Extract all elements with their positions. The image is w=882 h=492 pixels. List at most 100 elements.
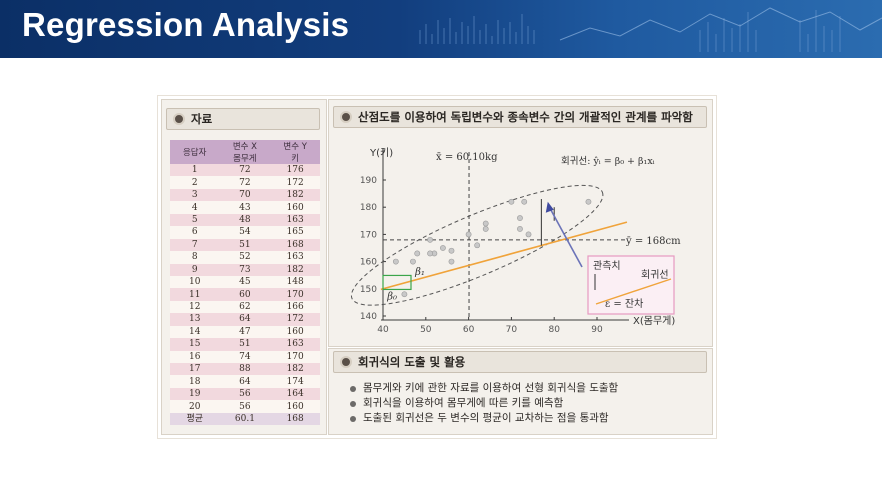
x-tick-label: 90 [591, 325, 603, 335]
respondent-cell: 13 [170, 313, 220, 326]
data-point [448, 247, 455, 254]
y-cell: 182 [270, 363, 320, 376]
data-point [517, 215, 523, 221]
legend-box [587, 255, 675, 315]
beta1-label: β₁ [414, 267, 425, 278]
y-cell: 166 [270, 300, 320, 314]
regression-equation-label: 회귀선: ŷᵢ = β₀ + β₁xᵢ [561, 156, 655, 167]
legend-observed: 관측치 [593, 260, 621, 272]
table-row: 18 64 174 [170, 375, 320, 388]
usage-bullet: 몸무게와 키에 관한 자료를 이용하여 선형 회귀식을 도출함 [350, 381, 618, 396]
average-y-cell: 168 [270, 412, 320, 426]
table-row: 12 62 166 [170, 300, 320, 314]
x-cell: 54 [219, 226, 271, 239]
x-cell: 64 [219, 313, 271, 326]
usage-bullet: 도출된 회귀선은 두 변수의 평균이 교차하는 점을 통과함 [350, 411, 618, 426]
respondent-cell: 16 [170, 350, 220, 363]
x-cell: 56 [219, 400, 271, 413]
y-cell: 170 [270, 350, 320, 363]
respondent-cell: 14 [170, 325, 220, 339]
bullet-dot-icon [350, 400, 356, 407]
y-tick-label: 160 [360, 258, 377, 268]
respondent-cell: 20 [170, 400, 220, 413]
regression-figure: 자료 응답자 변수 X 변수 Y 몸무게 키 1 72 176 2 72 172 3 70 18… [157, 95, 717, 439]
y-cell: 172 [270, 313, 320, 326]
x-cell: 56 [219, 387, 271, 401]
respondent-cell: 7 [170, 238, 220, 252]
page-title: Regression Analysis [22, 6, 350, 43]
x-cell: 73 [219, 263, 271, 276]
y-tick-label: 170 [360, 230, 377, 240]
x-cell: 72 [219, 164, 271, 177]
data-point [465, 231, 472, 238]
table-row: 10 45 148 [170, 275, 320, 289]
y-axis-label: Y(키) [369, 147, 393, 159]
heading-bullet-icon [340, 356, 352, 368]
y-cell: 163 [270, 213, 320, 227]
data-point [427, 236, 433, 243]
x-cell: 88 [219, 363, 271, 376]
table-row: 7 51 168 [170, 238, 320, 252]
respondent-cell: 10 [170, 275, 220, 289]
y-cell: 163 [270, 338, 320, 351]
usage-panel-header: 회귀식의 도출 및 활용 [333, 351, 707, 373]
data-panel-header: 자료 [166, 108, 320, 130]
arrow-head-icon [545, 201, 554, 213]
data-point [585, 198, 592, 205]
respondent-cell: 9 [170, 263, 220, 276]
scatter-panel-title: 산점도를 이용하여 독립변수와 종속변수 간의 개괄적인 관계를 파악함 [358, 110, 693, 124]
data-panel-title: 자료 [191, 112, 213, 126]
heading-bullet-icon [340, 111, 352, 123]
x-cell: 48 [219, 213, 271, 227]
data-panel: 자료 응답자 변수 X 변수 Y 몸무게 키 1 72 176 2 72 172 3 70 18… [161, 99, 327, 435]
residual-arrow [550, 209, 583, 268]
y-cell: 163 [270, 251, 320, 264]
x-cell: 64 [219, 375, 271, 388]
regression-line [380, 221, 628, 291]
legend-residual: ε = 잔차 [605, 298, 643, 310]
data-point [392, 258, 399, 265]
respondent-cell: 3 [170, 188, 220, 202]
y-tick-label: 190 [360, 176, 377, 186]
usage-panel-title: 회귀식의 도출 및 활용 [358, 355, 466, 369]
respondent-cell: 12 [170, 300, 220, 314]
table-row: 3 70 182 [170, 188, 320, 202]
y-cell: 182 [270, 263, 320, 276]
respondent-cell: 8 [170, 251, 220, 264]
x-axis-label: X(몸무게) [633, 315, 675, 327]
x-tick-label: 70 [506, 325, 518, 335]
usage-bullet-text: 몸무게와 키에 관한 자료를 이용하여 선형 회귀식을 도출함 [363, 382, 619, 394]
data-point [482, 220, 489, 227]
respondent-cell: 1 [170, 164, 220, 177]
title-banner: Regression Analysis [0, 0, 882, 58]
usage-bullet-list: 몸무게와 키에 관한 자료를 이용하여 선형 회귀식을 도출함 회귀식을 이용하… [350, 381, 618, 426]
table-row: 6 54 165 [170, 226, 320, 239]
x-tick-label: 60 [463, 325, 475, 335]
scatter-plot: 40 50 60 70 80 90 140 150 160 170 180 190 Y(키) X(몸무게)… [350, 147, 681, 335]
usage-bullet-text: 회귀식을 이용하여 몸무게에 따른 키를 예측함 [363, 397, 564, 409]
data-point [521, 198, 528, 205]
x-cell: 60 [219, 288, 271, 301]
y-cell: 170 [270, 288, 320, 301]
y-cell: 182 [270, 188, 320, 202]
x-cell: 51 [219, 238, 271, 252]
respondent-cell: 17 [170, 363, 220, 376]
data-ellipse [350, 184, 604, 306]
usage-panel: 회귀식의 도출 및 활용 [328, 348, 713, 435]
var-y-header: 변수 Y [270, 140, 320, 152]
y-cell: 174 [270, 375, 320, 388]
respondent-cell: 5 [170, 213, 220, 227]
beta0-label: β₀ [386, 292, 397, 303]
table-row: 9 73 182 [170, 263, 320, 276]
heading-bullet-icon [173, 113, 185, 125]
table-row: 20 56 160 [170, 400, 320, 413]
y-cell: 176 [270, 164, 320, 177]
x-mean-label: x̄ = 60.10kg [436, 152, 498, 163]
table-row: 1 72 176 [170, 164, 320, 177]
average-label-cell: 평균 [170, 412, 220, 426]
data-point [410, 258, 416, 265]
y-cell: 172 [270, 176, 320, 189]
y-mean-label: ȳ = 168cm [625, 236, 681, 247]
table-row: 11 60 170 [170, 288, 320, 301]
y-tick-label: 150 [360, 285, 377, 295]
